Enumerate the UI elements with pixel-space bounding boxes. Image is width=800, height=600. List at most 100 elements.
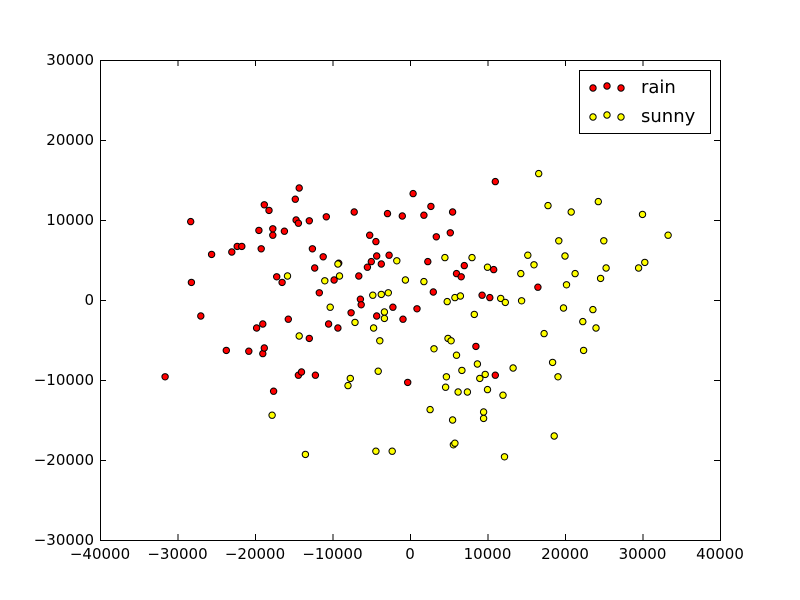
legend-marker-sunny-3 <box>617 113 625 121</box>
point-sunny-24 <box>426 405 434 414</box>
legend-marker-sunny-1 <box>589 113 597 121</box>
point-rain-8 <box>238 242 246 251</box>
point-sunny-6 <box>334 260 342 268</box>
y-tick-label-0: −30000 <box>34 531 94 549</box>
point-rain-37 <box>319 253 327 261</box>
point-rain-6 <box>228 248 236 256</box>
point-sunny-77 <box>600 237 608 245</box>
point-sunny-48 <box>483 263 492 271</box>
point-rain-77 <box>491 177 499 186</box>
point-sunny-46 <box>479 414 488 423</box>
point-sunny-13 <box>372 447 380 455</box>
point-rain-25 <box>291 195 299 203</box>
point-sunny-58 <box>530 261 538 269</box>
point-rain-63 <box>420 211 428 219</box>
point-rain-34 <box>311 264 319 272</box>
point-sunny-20 <box>388 447 396 455</box>
point-sunny-1 <box>283 272 292 280</box>
point-sunny-68 <box>562 281 571 289</box>
point-sunny-23 <box>420 277 428 286</box>
point-rain-1 <box>187 217 195 226</box>
point-rain-21 <box>273 273 281 281</box>
point-rain-66 <box>429 288 437 296</box>
point-sunny-71 <box>579 317 587 326</box>
point-rain-39 <box>324 320 333 328</box>
point-rain-79 <box>534 283 542 291</box>
point-rain-4 <box>207 250 216 259</box>
point-rain-0 <box>161 373 169 381</box>
point-rain-11 <box>255 226 263 235</box>
point-rain-10 <box>252 324 261 332</box>
point-rain-71 <box>457 273 465 281</box>
point-rain-68 <box>446 229 454 237</box>
point-rain-73 <box>472 342 480 351</box>
x-tick-label-4: 0 <box>405 545 415 563</box>
point-sunny-47 <box>481 370 489 379</box>
point-sunny-32 <box>448 416 457 424</box>
point-rain-62 <box>413 305 421 313</box>
point-sunny-19 <box>384 289 392 297</box>
point-rain-29 <box>295 184 303 192</box>
point-rain-5 <box>222 346 231 355</box>
point-rain-38 <box>322 213 330 221</box>
point-rain-51 <box>372 237 380 246</box>
point-rain-41 <box>334 324 342 332</box>
x-tick-label-2: −20000 <box>225 545 285 563</box>
point-sunny-2 <box>295 332 303 340</box>
point-rain-20 <box>269 387 278 395</box>
point-sunny-54 <box>509 364 517 372</box>
y-tick-label-2: −10000 <box>34 371 94 389</box>
point-sunny-39 <box>458 366 466 375</box>
point-sunny-16 <box>377 290 385 299</box>
point-sunny-9 <box>346 374 354 383</box>
point-sunny-41 <box>468 253 476 262</box>
point-sunny-81 <box>641 258 649 267</box>
point-sunny-62 <box>548 358 557 367</box>
point-sunny-27 <box>441 383 450 391</box>
point-sunny-17 <box>380 308 389 316</box>
point-rain-35 <box>311 371 320 379</box>
point-sunny-40 <box>463 388 472 396</box>
point-rain-48 <box>363 263 372 271</box>
x-tick-label-7: 30000 <box>619 545 667 563</box>
legend-marker-sunny-2 <box>603 111 611 119</box>
point-rain-53 <box>373 312 381 320</box>
legend-label-rain: rain <box>641 77 676 98</box>
legend-marker-rain-1 <box>589 84 597 92</box>
point-rain-36 <box>315 289 323 297</box>
point-sunny-79 <box>634 264 643 272</box>
x-tick-label-3: −10000 <box>302 545 362 563</box>
point-sunny-34 <box>451 439 459 447</box>
point-sunny-14 <box>374 367 382 375</box>
points-layer <box>161 169 672 461</box>
point-rain-65 <box>427 202 435 211</box>
point-rain-54 <box>377 260 385 268</box>
legend-box <box>579 70 711 134</box>
legend: rain sunny <box>579 70 711 134</box>
point-sunny-21 <box>393 257 401 265</box>
legend-marker-rain-3 <box>617 84 625 92</box>
point-rain-15 <box>260 201 268 209</box>
point-sunny-43 <box>473 360 482 368</box>
point-sunny-38 <box>456 292 465 300</box>
axes-layer: −40000 −30000 −20000 −10000 0 10000 20000 30000… <box>34 51 744 563</box>
point-rain-64 <box>424 257 432 266</box>
point-sunny-37 <box>454 388 462 396</box>
legend-entry-sunny: sunny <box>589 106 696 127</box>
point-sunny-67 <box>561 252 569 260</box>
point-sunny-61 <box>544 201 552 210</box>
point-sunny-56 <box>517 297 526 305</box>
point-rain-44 <box>350 208 358 216</box>
point-sunny-70 <box>571 269 579 278</box>
point-rain-52 <box>373 252 381 260</box>
point-sunny-25 <box>430 345 438 353</box>
point-rain-27 <box>294 219 303 227</box>
point-sunny-51 <box>499 391 507 399</box>
point-rain-78 <box>491 371 499 379</box>
point-sunny-74 <box>592 324 600 332</box>
point-sunny-8 <box>344 381 352 390</box>
point-rain-19 <box>269 231 277 239</box>
point-sunny-52 <box>500 453 509 461</box>
point-sunny-0 <box>268 411 276 419</box>
